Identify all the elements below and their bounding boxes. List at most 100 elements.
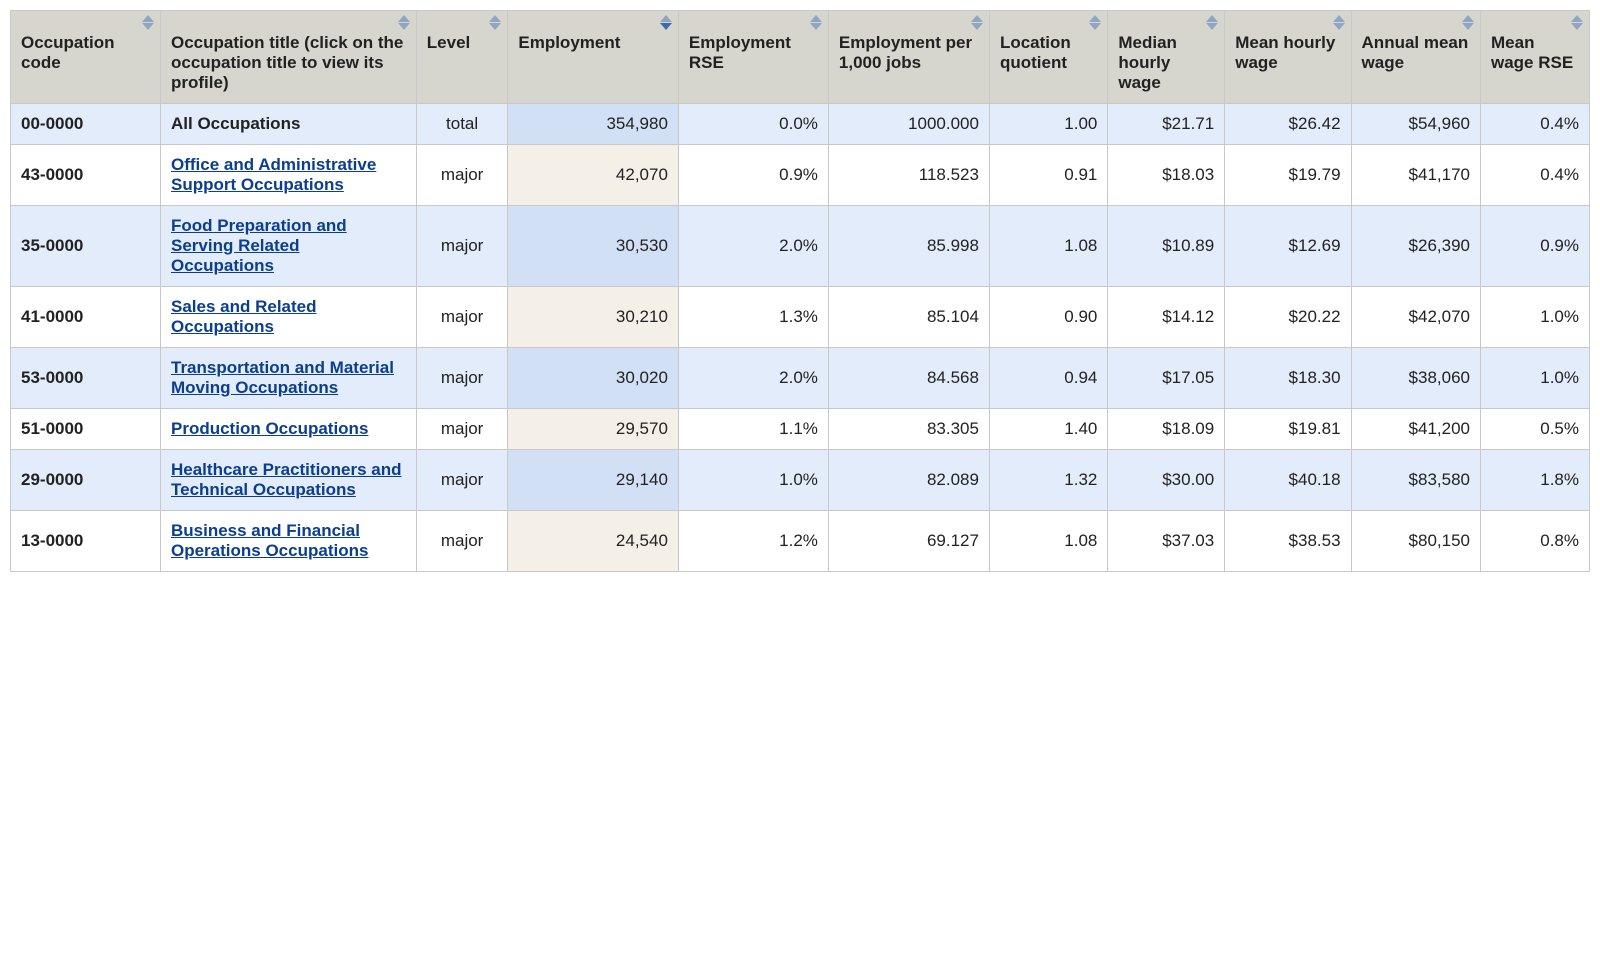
sort-icon[interactable] [810,15,822,30]
cell-level: major [416,145,508,206]
cell-level: major [416,511,508,572]
table-row: 00-0000All Occupationstotal354,9800.0%10… [11,104,1590,145]
cell-per1k: 1000.000 [828,104,989,145]
cell-level: major [416,450,508,511]
occupation-title-link[interactable]: Production Occupations [171,419,368,438]
cell-rse: 0.0% [678,104,828,145]
cell-wrse: 1.8% [1481,450,1590,511]
cell-medh: $30.00 [1108,450,1225,511]
sort-icon[interactable] [971,15,983,30]
table-body: 00-0000All Occupationstotal354,9800.0%10… [11,104,1590,572]
cell-code: 43-0000 [11,145,161,206]
cell-rse: 2.0% [678,348,828,409]
occupation-title-link[interactable]: Sales and Related Occupations [171,297,317,336]
cell-wrse: 0.5% [1481,409,1590,450]
cell-annual: $80,150 [1351,511,1480,572]
column-header-label: Mean hourly wage [1235,33,1335,72]
cell-code: 13-0000 [11,511,161,572]
cell-code: 29-0000 [11,450,161,511]
cell-code: 00-0000 [11,104,161,145]
cell-title: Production Occupations [161,409,417,450]
column-header-rse[interactable]: Employment RSE [678,11,828,104]
cell-per1k: 85.104 [828,287,989,348]
cell-level: major [416,287,508,348]
cell-emp: 42,070 [508,145,679,206]
cell-loc: 0.94 [989,348,1107,409]
cell-per1k: 84.568 [828,348,989,409]
cell-loc: 1.08 [989,511,1107,572]
cell-emp: 30,210 [508,287,679,348]
cell-medh: $17.05 [1108,348,1225,409]
sort-icon[interactable] [1333,15,1345,30]
cell-meanh: $19.79 [1225,145,1351,206]
column-header-title[interactable]: Occupation title (click on the occupatio… [161,11,417,104]
occupation-table: Occupation code Occupation title (click … [10,10,1590,572]
cell-loc: 1.40 [989,409,1107,450]
column-header-label: Occupation code [21,33,115,72]
cell-medh: $14.12 [1108,287,1225,348]
column-header-loc[interactable]: Location quotient [989,11,1107,104]
table-row: 51-0000 Production Occupations major29,570… [11,409,1590,450]
cell-rse: 1.1% [678,409,828,450]
column-header-code[interactable]: Occupation code [11,11,161,104]
occupation-title-text: All Occupations [171,114,300,133]
column-header-label: Median hourly wage [1118,33,1177,92]
occupation-title-link[interactable]: Transportation and Material Moving Occup… [171,358,394,397]
cell-wrse: 0.9% [1481,206,1590,287]
sort-icon[interactable] [1089,15,1101,30]
cell-meanh: $20.22 [1225,287,1351,348]
sort-icon[interactable] [489,15,501,30]
sort-icon[interactable] [142,15,154,30]
cell-medh: $18.03 [1108,145,1225,206]
cell-loc: 0.90 [989,287,1107,348]
cell-loc: 1.08 [989,206,1107,287]
cell-per1k: 82.089 [828,450,989,511]
sort-icon[interactable] [398,15,410,30]
column-header-per1k[interactable]: Employment per 1,000 jobs [828,11,989,104]
table-row: 43-0000 Office and Administrative Support… [11,145,1590,206]
sort-icon[interactable] [1571,15,1583,30]
occupation-title-link[interactable]: Healthcare Practitioners and Technical O… [171,460,402,499]
cell-code: 53-0000 [11,348,161,409]
cell-level: major [416,409,508,450]
cell-code: 41-0000 [11,287,161,348]
column-header-level[interactable]: Level [416,11,508,104]
sort-icon[interactable] [660,15,672,30]
sort-icon[interactable] [1206,15,1218,30]
cell-rse: 1.2% [678,511,828,572]
column-header-annual[interactable]: Annual mean wage [1351,11,1480,104]
column-header-label: Occupation title (click on the occupatio… [171,33,403,92]
cell-wrse: 0.8% [1481,511,1590,572]
column-header-label: Location quotient [1000,33,1071,72]
table-row: 13-0000 Business and Financial Operations… [11,511,1590,572]
column-header-emp[interactable]: Employment [508,11,679,104]
occupation-title-link[interactable]: Business and Financial Operations Occupa… [171,521,368,560]
cell-title: Office and Administrative Support Occupa… [161,145,417,206]
cell-title: Healthcare Practitioners and Technical O… [161,450,417,511]
column-header-meanh[interactable]: Mean hourly wage [1225,11,1351,104]
cell-wrse: 0.4% [1481,104,1590,145]
cell-meanh: $19.81 [1225,409,1351,450]
cell-emp: 29,570 [508,409,679,450]
cell-annual: $83,580 [1351,450,1480,511]
cell-level: major [416,206,508,287]
cell-per1k: 83.305 [828,409,989,450]
table-row: 35-0000Food Preparation and Serving Rela… [11,206,1590,287]
cell-title: Sales and Related Occupations [161,287,417,348]
cell-medh: $37.03 [1108,511,1225,572]
cell-loc: 1.32 [989,450,1107,511]
column-header-label: Mean wage RSE [1491,33,1573,72]
cell-meanh: $38.53 [1225,511,1351,572]
table-header-row: Occupation code Occupation title (click … [11,11,1590,104]
occupation-title-link[interactable]: Food Preparation and Serving Related Occ… [171,216,347,275]
cell-rse: 2.0% [678,206,828,287]
occupation-title-link[interactable]: Office and Administrative Support Occupa… [171,155,376,194]
column-header-medh[interactable]: Median hourly wage [1108,11,1225,104]
column-header-label: Employment [518,33,620,52]
column-header-wrse[interactable]: Mean wage RSE [1481,11,1590,104]
cell-annual: $38,060 [1351,348,1480,409]
cell-code: 51-0000 [11,409,161,450]
cell-loc: 0.91 [989,145,1107,206]
sort-icon[interactable] [1462,15,1474,30]
column-header-label: Annual mean wage [1362,33,1469,72]
